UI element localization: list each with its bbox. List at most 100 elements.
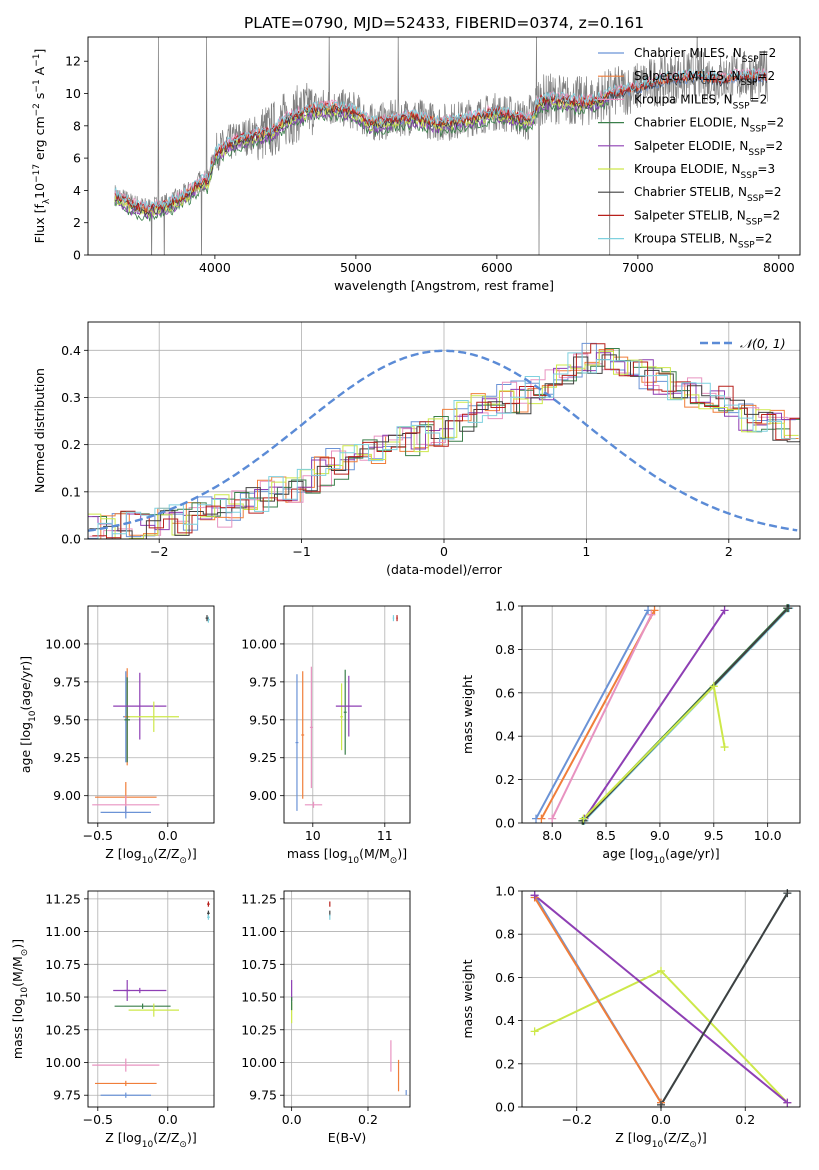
plot-area [114,37,768,255]
legend-entry: Salpeter STELIB, NSSP=2 [634,208,780,227]
weight-marker [783,1098,792,1107]
y-tick-label: 0.0 [61,532,81,547]
y-tick-label: 0.6 [495,685,515,700]
legend-entry: Salpeter MILES, NSSP=2 [634,69,775,88]
figure-title: PLATE=0790, MJD=52433, FIBERID=0374, z=0… [244,14,644,32]
x-axis-label: Z [log10(Z/Z⊙)] [105,846,196,866]
legend-entry: Chabrier MILES, NSSP=2 [634,46,776,65]
x-tick-label: 7000 [622,260,654,275]
x-tick-label: 8.0 [542,828,562,843]
x-tick-label: 0.2 [735,1112,755,1127]
y-tick-label: 9.75 [53,674,81,689]
y-tick-label: 0.6 [495,970,515,985]
weight-marker [709,682,718,691]
y-tick-label: 0.8 [495,642,515,657]
y-tick-label: 0.2 [61,437,81,452]
y-tick-label: 10.00 [45,1055,81,1070]
axes-frame [283,890,411,1108]
y-tick-label: 10.75 [45,957,81,972]
legend-entry: Salpeter ELODIE, NSSP=2 [634,139,783,158]
legend-entry: Kroupa MILES, NSSP=2 [634,92,767,111]
y-tick-label: 11.25 [241,891,277,906]
x-axis-label: Z [log10(Z/Z⊙)] [105,1130,196,1150]
x-tick-label: 0.0 [282,1112,302,1127]
y-tick-label: 10.25 [241,1022,277,1037]
y-tick-label: 1.0 [495,599,515,614]
y-tick-label: 0.8 [495,927,515,942]
plot-area [88,342,800,539]
x-tick-label: 11 [377,828,393,843]
weight-marker [650,606,659,615]
x-axis-label: E(B-V) [328,1130,367,1145]
weight-line-salpeter_miles [533,896,662,1104]
y-tick-label: 9.75 [249,674,277,689]
y-axis-label: mass weight [460,959,475,1038]
x-tick-label: 0 [440,544,448,559]
axes-weight_vs_age: 8.0 8.5 9.0 9.5 10.0 0.0 0.2 0.4 0.6 0.8 1.0 age [l… [460,599,801,866]
weight-marker [537,814,546,823]
x-tick-label: 10.0 [754,828,782,843]
histogram-chabrier_elodie [92,348,800,539]
x-tick-label: 5000 [340,260,372,275]
weight-marker [548,814,557,823]
x-tick-label: −0.2 [562,1112,592,1127]
y-tick-label: 10.00 [241,636,277,651]
x-tick-label: −0.5 [83,828,113,843]
y-tick-label: 9.50 [53,712,81,727]
x-tick-label: −0.5 [83,1112,113,1127]
y-tick-label: 10.00 [45,636,81,651]
model-spectrum-chabrier_stelib [114,72,768,216]
y-tick-label: 0.1 [61,484,81,499]
y-tick-label: 0.4 [495,729,515,744]
weight-marker [783,889,792,898]
weight-marker [720,606,729,615]
histogram-kroupa_elodie [88,350,799,539]
x-axis-label: (data-model)/error [386,562,503,577]
model-spectrum-kroupa_stelib [114,67,767,212]
axes-residuals: −2 −1 0 1 2 0.0 0.1 0.2 0.3 0.4 (data-model)/error… [32,321,801,577]
y-tick-label: 0.4 [61,343,81,358]
y-tick-label: 10.50 [45,990,81,1005]
x-axis-label: mass [log10(M/M⊙)] [287,846,407,866]
y-tick-label: 0.4 [495,1013,515,1028]
plot-area [92,615,210,819]
axes-frame [87,36,801,256]
weight-line-salpeter_elodie [583,609,726,820]
y-tick-label: 0.3 [61,390,81,405]
histogram-salpeter_stelib [92,343,800,539]
y-tick-label: 9.00 [53,788,81,803]
y-tick-label: 0.0 [495,1100,515,1115]
y-tick-label: 1.0 [495,884,515,899]
y-tick-label: 0.2 [495,772,515,787]
y-tick-label: 9.25 [249,750,277,765]
plot-area [295,615,398,811]
x-tick-label: 0.0 [651,1112,671,1127]
legend-entry: 𝒩(0, 1) [740,336,786,351]
y-tick-label: 10.75 [241,957,277,972]
y-tick-label: 9.25 [53,750,81,765]
legend-entry: Chabrier ELODIE, NSSP=2 [634,116,784,135]
y-tick-label: 10.50 [241,990,277,1005]
x-tick-label: 0.0 [158,1112,178,1127]
y-tick-label: 6 [73,151,81,166]
y-tick-label: 0.0 [495,816,515,831]
weight-line-kroupa_miles [551,614,653,820]
weight-marker [657,1100,665,1109]
weight-marker [530,891,539,900]
y-axis-label: age [log10(age/yr)] [18,656,38,773]
y-tick-label: 10.25 [45,1022,81,1037]
weight-marker [579,814,588,823]
y-tick-label: 10.00 [241,1055,277,1070]
axes-frame [87,605,215,824]
axes-spectrum: 4000 5000 6000 7000 8000 0 2 4 6 8 10 12 wavelength … [32,36,801,293]
y-axis-label: mass weight [460,675,475,754]
axes-frame [87,890,215,1108]
plot-area [291,901,407,1096]
y-tick-label: 0 [73,248,81,263]
y-tick-label: 11.25 [45,891,81,906]
y-tick-label: 9.75 [53,1088,81,1103]
normal-curve [88,349,798,532]
x-tick-label: 8000 [763,260,795,275]
x-tick-label: −1 [292,544,310,559]
x-tick-label: 4000 [199,260,231,275]
